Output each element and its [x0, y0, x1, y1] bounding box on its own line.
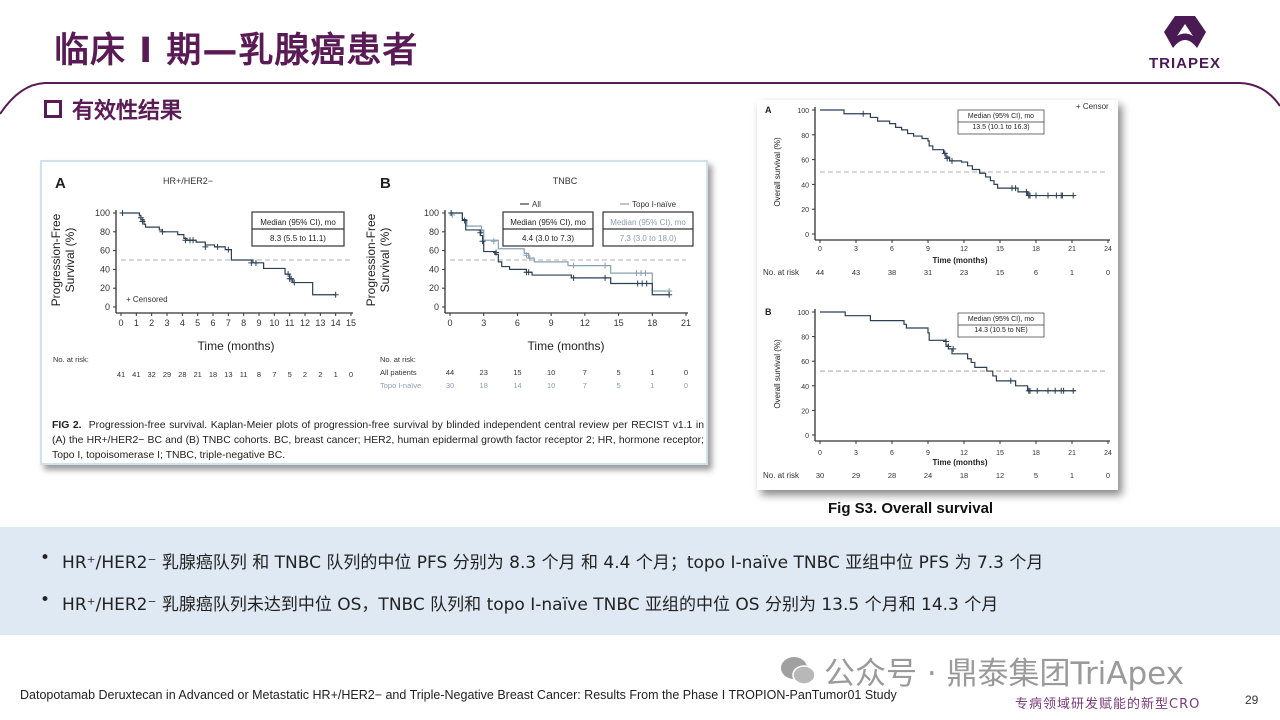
summary-bullet-os: • HR⁺/HER2⁻ 乳腺癌队列未达到中位 OS，TNBC 队列和 topo I… [40, 590, 998, 615]
triapex-logo-icon [1164, 16, 1206, 48]
triapex-logo: TRIAPEX [1140, 14, 1230, 72]
company-slogan: 专病领域研发赋能的新型CRO [1015, 697, 1201, 712]
summary-bullet-pfs: • HR⁺/HER2⁻ 乳腺癌队列 和 TNBC 队列的中位 PFS 分别为 8.… [40, 548, 1043, 573]
figure-s3-caption: Fig S3. Overall survival [828, 500, 994, 517]
page-title: 临床 I 期—乳腺癌患者 [54, 31, 419, 71]
header-divider [0, 82, 1280, 115]
figure-2-caption: FIG 2. Progression-free survival. Kaplan… [52, 418, 704, 463]
summary-band [0, 527, 1280, 635]
logo-text: TRIAPEX [1148, 55, 1221, 72]
wechat-icon [781, 656, 816, 685]
bullet-dot-icon: • [40, 590, 51, 610]
watermark-text: 公众号 · 鼎泰集团TriApex [824, 656, 1185, 692]
caption-label: FIG 2. [52, 420, 82, 431]
bullet-text: HR⁺/HER2⁻ 乳腺癌队列 和 TNBC 队列的中位 PFS 分别为 8.3… [62, 553, 1044, 573]
page-number: 29 [1245, 693, 1259, 707]
bullet-dot-icon: • [40, 548, 51, 568]
wechat-watermark: 公众号 · 鼎泰集团TriApex [780, 648, 1184, 693]
bullet-text: HR⁺/HER2⁻ 乳腺癌队列未达到中位 OS，TNBC 队列和 topo I-… [62, 595, 999, 615]
caption-text: Progression-free survival. Kaplan-Meier … [52, 420, 704, 461]
square-bullet-icon [44, 100, 62, 118]
section-heading: 有效性结果 [44, 93, 182, 125]
section-title: 有效性结果 [72, 99, 183, 124]
figure-s3-os-panel [757, 100, 1118, 490]
reference-citation: Datopotamab Deruxtecan in Advanced or Me… [20, 688, 897, 702]
